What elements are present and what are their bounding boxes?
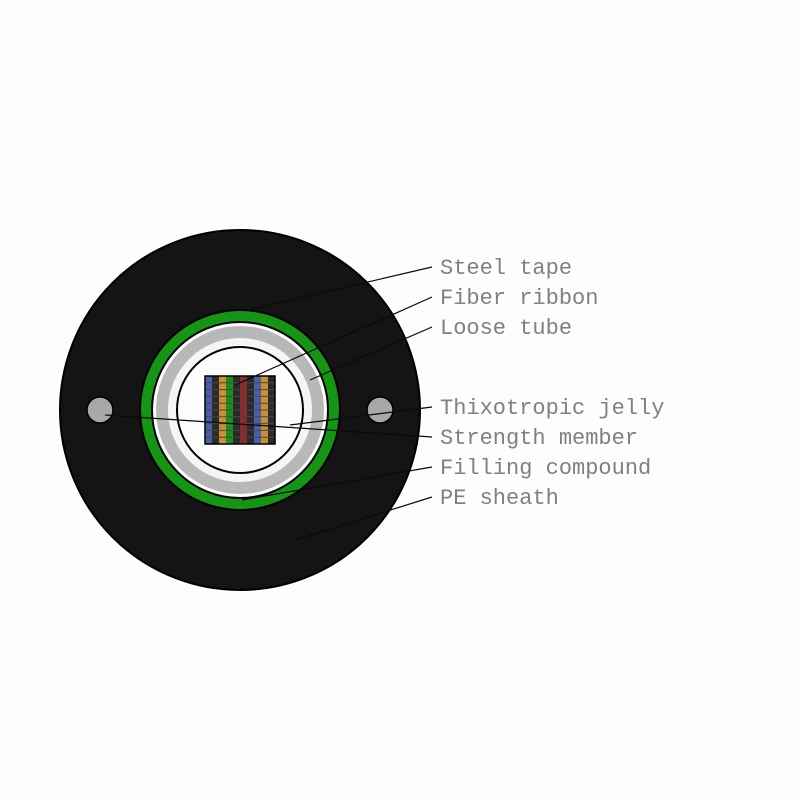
component-label: Filling compound <box>440 456 651 481</box>
component-label: Fiber ribbon <box>440 286 598 311</box>
component-label: Loose tube <box>440 316 572 341</box>
component-label: Strength member <box>440 426 638 451</box>
strength-member-0 <box>87 397 113 423</box>
component-label: Steel tape <box>440 256 572 281</box>
component-label: Thixotropic jelly <box>440 396 664 421</box>
component-label: PE sheath <box>440 486 559 511</box>
cable-cross-section-diagram <box>0 0 800 800</box>
strength-member-1 <box>367 397 393 423</box>
